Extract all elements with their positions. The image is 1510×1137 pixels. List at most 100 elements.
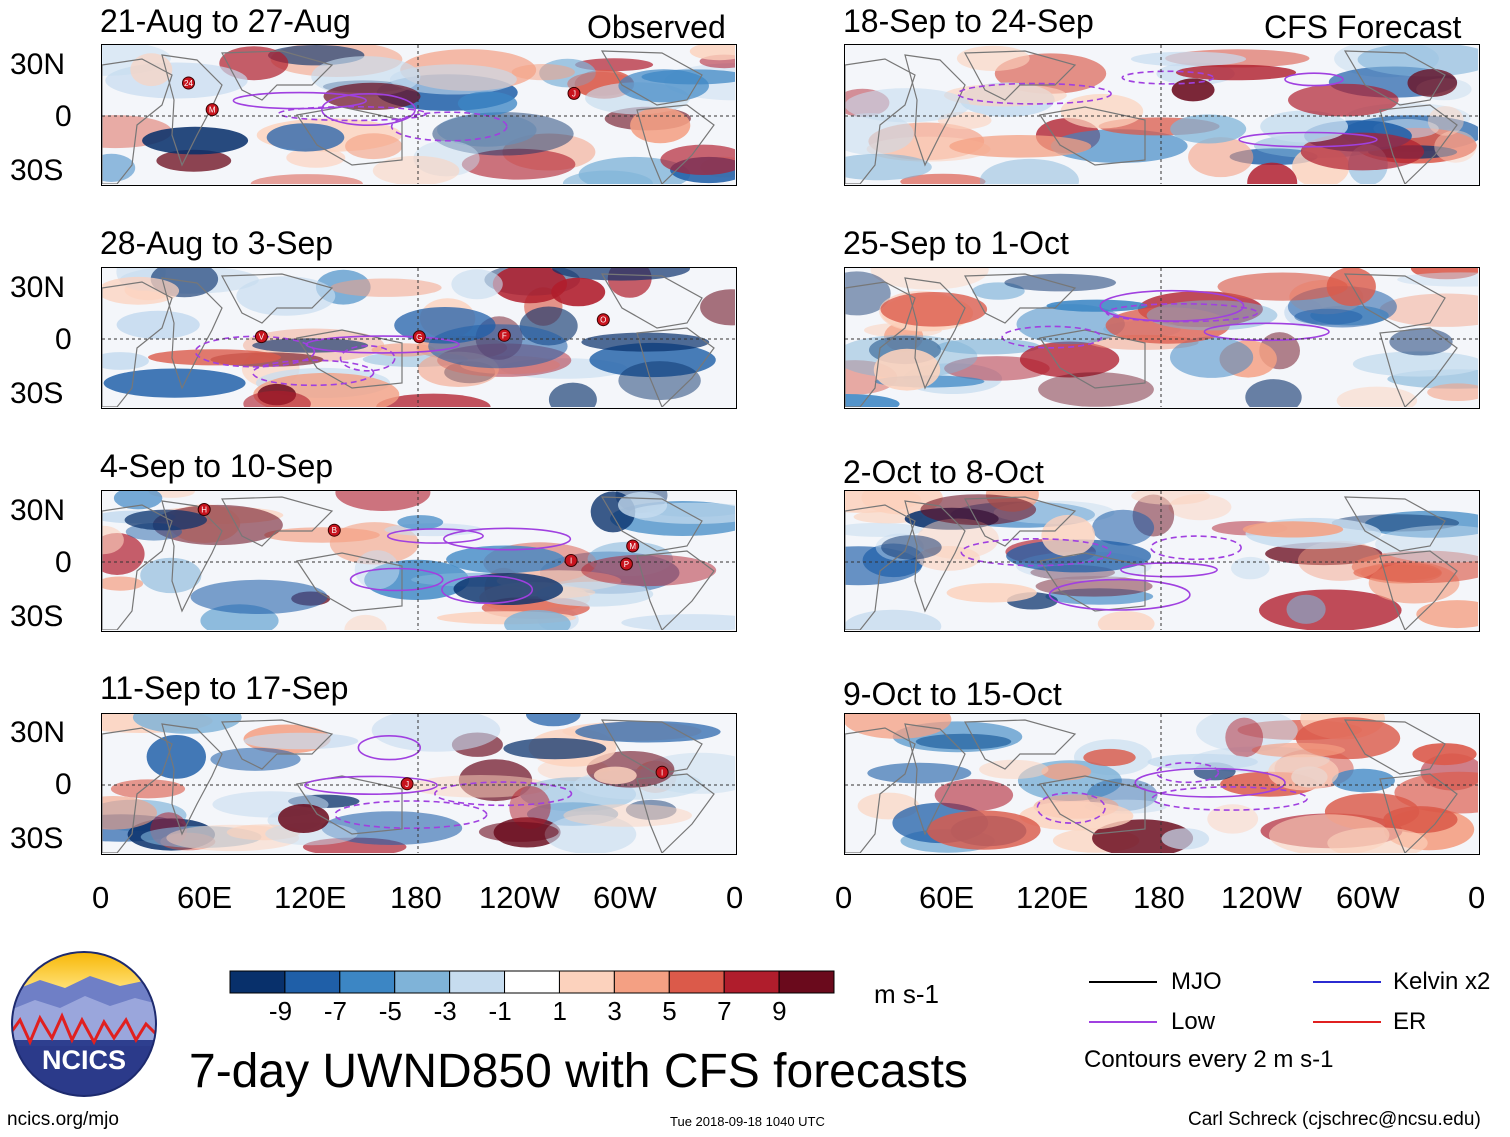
storm-marker: B xyxy=(327,523,341,537)
wind-anomaly-blob xyxy=(1016,304,1125,345)
panel-title-obs-3: 4-Sep to 10-Sep xyxy=(100,448,334,484)
wind-anomaly-blob xyxy=(389,64,517,95)
storm-marker: O xyxy=(596,313,610,327)
wind-anomaly-blob xyxy=(618,361,701,401)
wind-anomaly-blob xyxy=(102,796,157,830)
map-observed-2: V O G F xyxy=(101,267,737,409)
panel-title-fcst-3: 2-Oct to 8-Oct xyxy=(843,454,1044,490)
colorbar-tick-label: 9 xyxy=(772,996,787,1026)
colorbar-swatch xyxy=(723,970,780,994)
coastline xyxy=(1343,50,1446,106)
wind-anomaly-blob xyxy=(1170,336,1254,378)
wind-anomaly-blob xyxy=(1245,379,1302,407)
wind-anomaly-blob xyxy=(132,714,242,734)
map-forecast-2 xyxy=(844,267,1480,409)
xtick-left-180: 180 xyxy=(390,880,442,915)
coastline xyxy=(295,552,403,612)
coastline xyxy=(1343,719,1446,775)
coastline xyxy=(636,327,715,407)
svg-text:24: 24 xyxy=(184,79,193,88)
wind-anomaly-blob xyxy=(1300,132,1425,171)
wind-anomaly-blob xyxy=(845,153,932,181)
xtick-left-0-end: 0 xyxy=(726,880,744,915)
wind-anomaly-blob xyxy=(432,112,574,156)
panel-title-fcst-2: 25-Sep to 1-Oct xyxy=(843,225,1069,261)
wind-anomaly-blob xyxy=(1035,576,1153,597)
svg-text:J: J xyxy=(405,780,409,789)
wind-anomaly-blob xyxy=(1427,383,1478,401)
wind-anomaly-blob xyxy=(548,382,597,407)
wind-anomaly-blob xyxy=(457,91,518,116)
wind-anomaly-blob xyxy=(397,515,444,530)
coastline xyxy=(964,50,1077,101)
low-contour xyxy=(434,781,573,807)
wind-anomaly-blob xyxy=(845,394,900,407)
wind-anomaly-blob xyxy=(1083,748,1136,767)
wind-anomaly-blob xyxy=(1268,754,1339,791)
coastline xyxy=(221,50,334,101)
wind-anomaly-blob xyxy=(146,735,206,779)
xtick-left-120w: 120W xyxy=(479,880,560,915)
wind-anomaly-blob xyxy=(266,123,345,152)
wind-anomaly-blob xyxy=(1389,328,1453,356)
wind-anomaly-blob xyxy=(845,609,942,630)
coastline xyxy=(102,58,173,184)
colorbar-swatch xyxy=(284,970,341,994)
wind-anomaly-blob xyxy=(1130,51,1247,67)
storm-marker: M xyxy=(626,539,640,553)
wind-anomaly-blob xyxy=(113,491,163,510)
colorbar-tick-label: -7 xyxy=(323,996,347,1026)
wind-anomaly-blob xyxy=(1188,137,1254,178)
svg-text:B: B xyxy=(332,526,337,535)
low-contour xyxy=(1134,767,1286,798)
coastline xyxy=(904,723,966,836)
wind-anomaly-blob xyxy=(1038,372,1154,407)
wind-anomaly-blob xyxy=(335,491,431,511)
coastline xyxy=(845,58,916,184)
low-contour xyxy=(1150,535,1242,561)
wind-anomaly-blob xyxy=(1207,804,1259,834)
svg-text:G: G xyxy=(416,333,422,342)
colorbar-swatch xyxy=(778,970,835,994)
wind-anomaly-blob xyxy=(575,58,654,72)
wind-anomaly-blob xyxy=(1097,611,1155,630)
xtick-right-0-end: 0 xyxy=(1468,880,1486,915)
low-contour xyxy=(1036,791,1106,824)
wind-anomaly-blob xyxy=(478,821,559,842)
wind-anomaly-blob xyxy=(581,554,717,587)
ytick-30s-1: 30S xyxy=(10,154,64,187)
wind-anomaly-blob xyxy=(1231,556,1270,580)
ytick-0-4: 0 xyxy=(55,768,72,801)
coastline xyxy=(845,504,916,630)
wind-anomaly-blob xyxy=(621,614,735,630)
low-contour xyxy=(232,91,367,110)
storm-marker: F xyxy=(497,328,511,342)
wind-anomaly-blob xyxy=(1416,600,1478,629)
coastline xyxy=(1038,329,1146,389)
coastline xyxy=(221,719,334,770)
map-observed-1: 24 J M xyxy=(101,44,737,186)
coastline xyxy=(221,273,334,324)
wind-anomaly-blob xyxy=(1336,386,1418,407)
wind-anomaly-blob xyxy=(1004,273,1116,292)
ytick-0-1: 0 xyxy=(55,100,72,133)
wind-anomaly-blob xyxy=(102,352,149,370)
wind-anomaly-blob xyxy=(870,268,989,290)
wind-anomaly-blob xyxy=(1260,110,1348,143)
low-contour xyxy=(1151,786,1308,811)
wind-anomaly-blob xyxy=(1019,341,1120,378)
ytick-30n-3: 30N xyxy=(10,494,66,527)
legend-mjo-label: MJO xyxy=(1171,968,1222,995)
wind-anomaly-blob xyxy=(920,494,1037,525)
ytick-30n-2: 30N xyxy=(10,271,66,304)
colorbar-swatch xyxy=(558,970,615,994)
wind-anomaly-blob xyxy=(1045,588,1154,605)
coastline xyxy=(904,500,966,613)
wind-anomaly-blob xyxy=(492,268,567,304)
xtick-right-180: 180 xyxy=(1133,880,1185,915)
footer-url[interactable]: ncics.org/mjo xyxy=(7,1109,119,1130)
wind-anomaly-blob xyxy=(1175,64,1297,81)
wind-anomaly-blob xyxy=(881,535,942,560)
storm-marker: J xyxy=(400,777,414,791)
